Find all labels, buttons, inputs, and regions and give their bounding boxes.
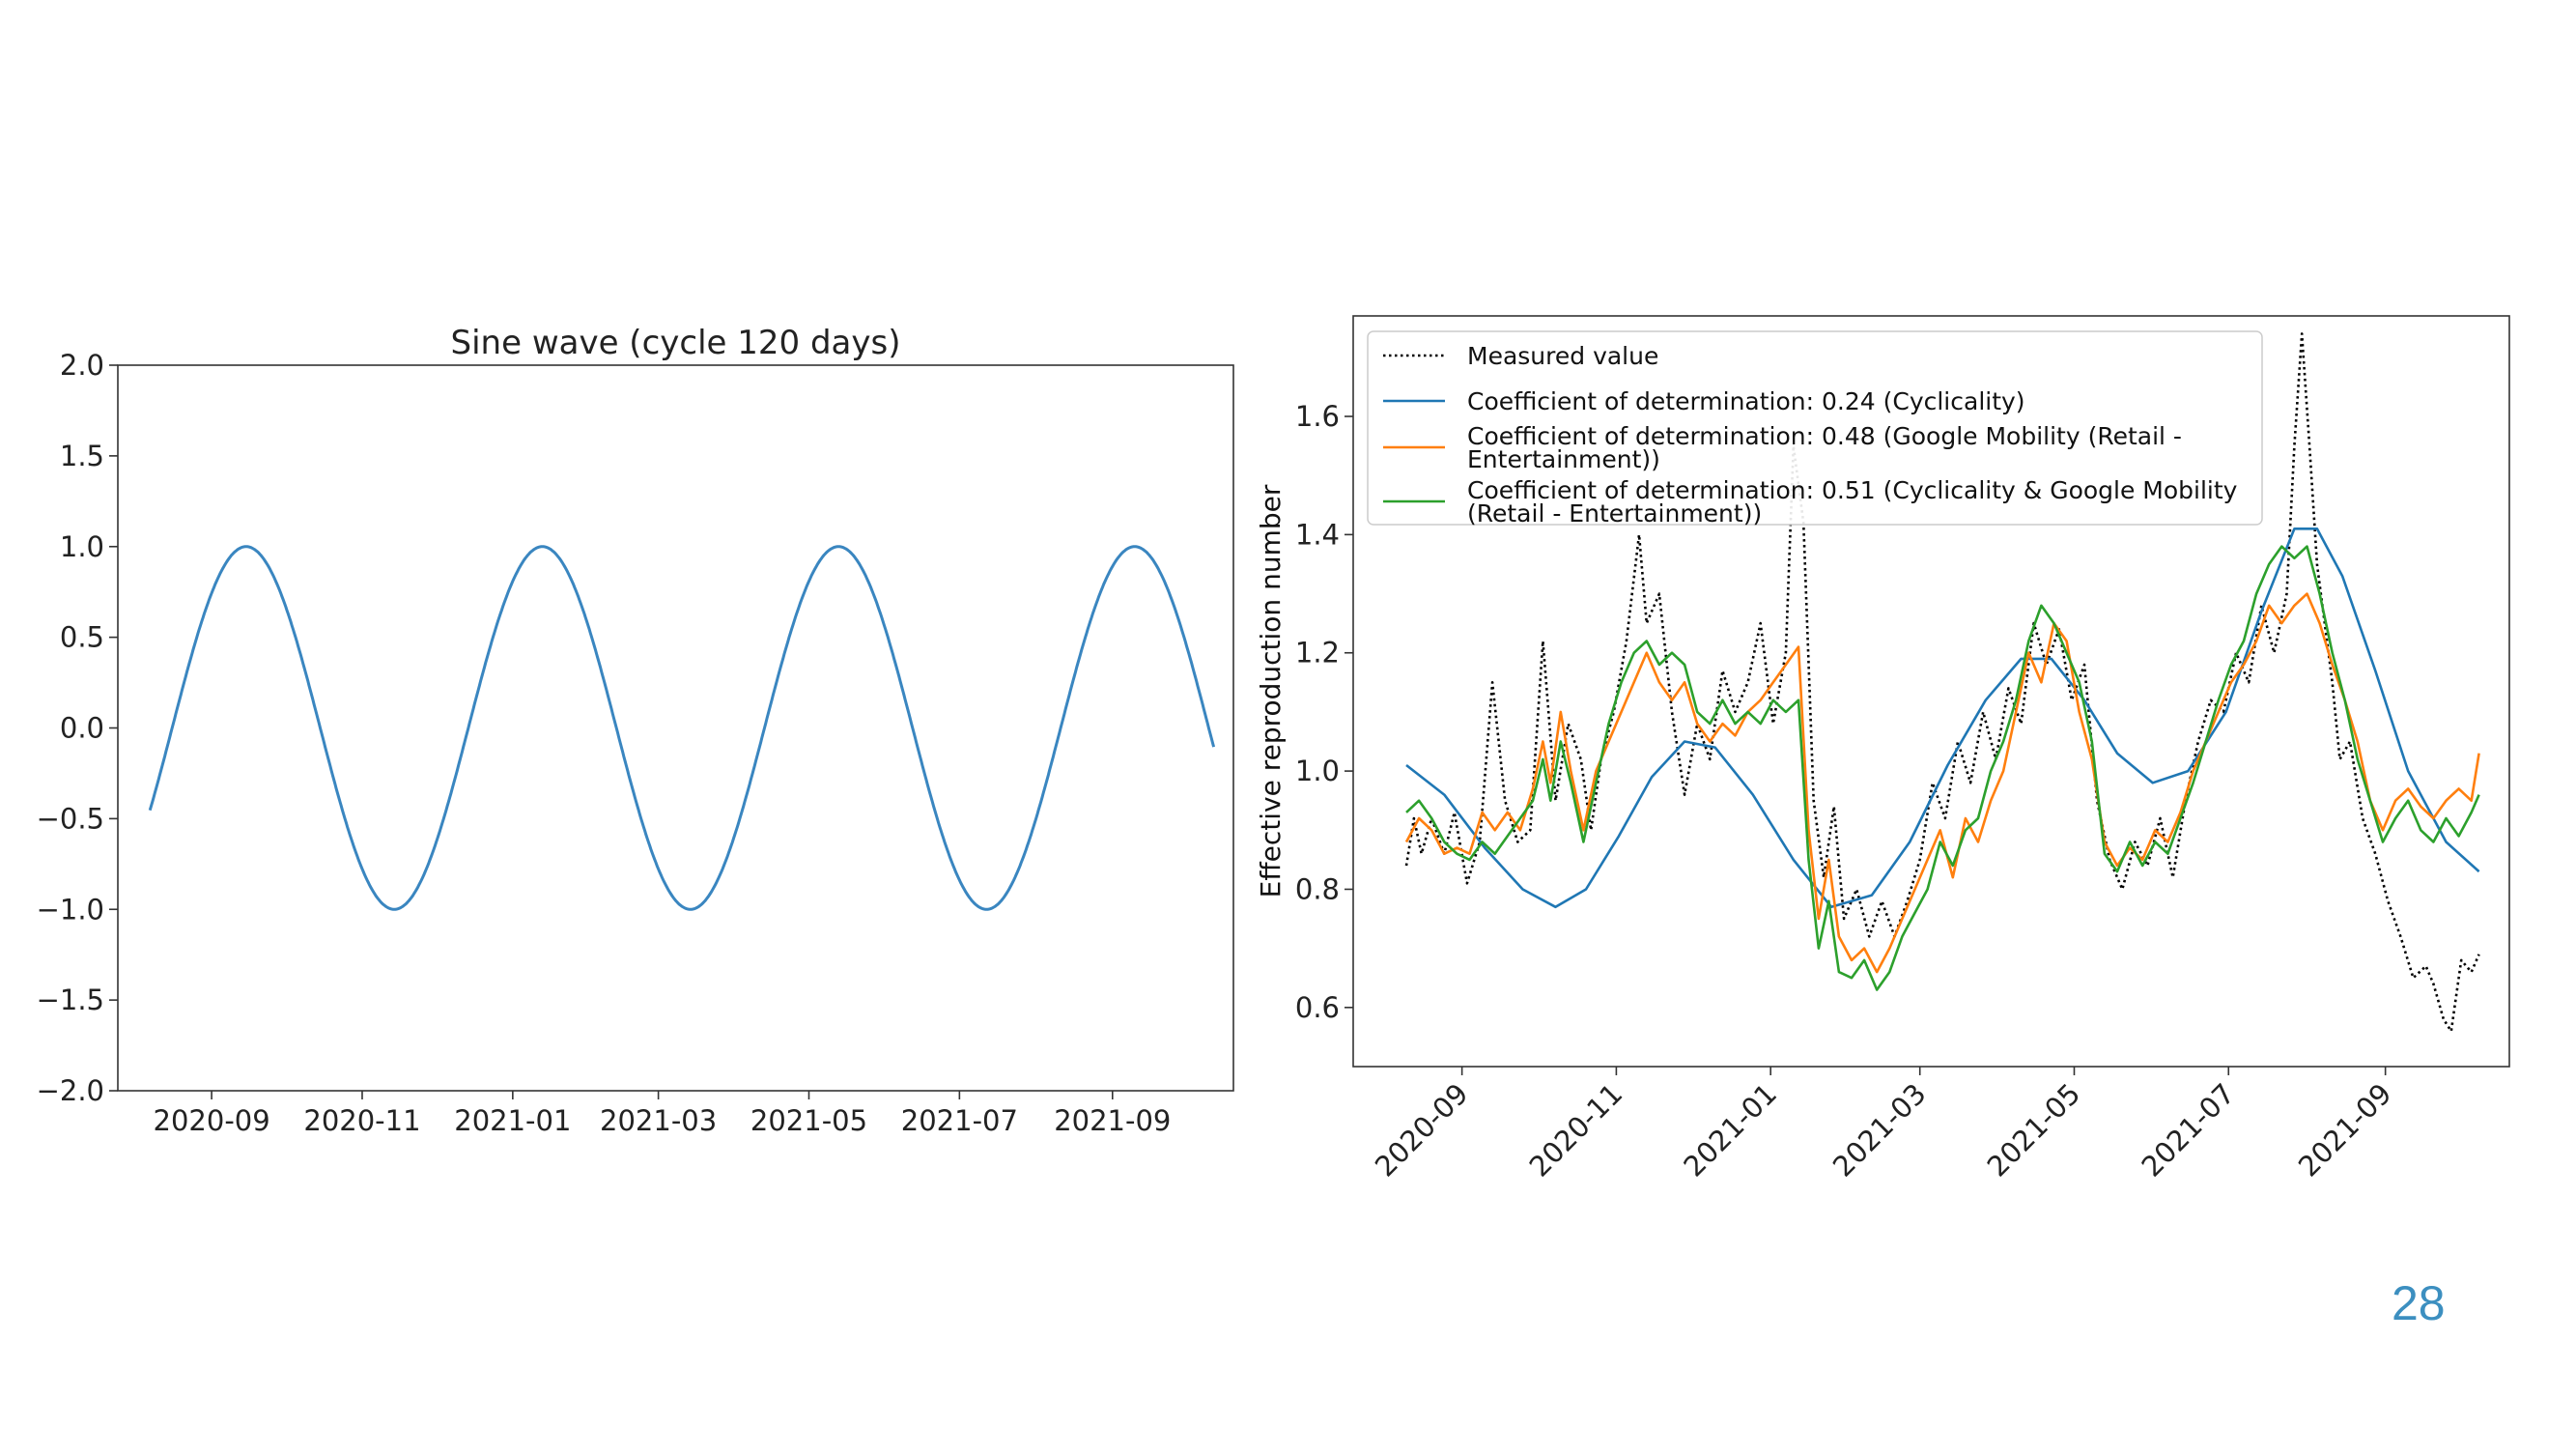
y-tick-label: −1.5 xyxy=(37,984,104,1016)
chart-title: Sine wave (cycle 120 days) xyxy=(451,324,901,362)
x-tick-label: 2021-03 xyxy=(600,1104,717,1137)
page-number: 28 xyxy=(2392,1276,2446,1330)
legend-label: Coefficient of determination: 0.48 (Goog… xyxy=(1467,422,2182,473)
plot-frame xyxy=(117,364,1234,1092)
y-tick-label: 1.2 xyxy=(1295,637,1340,670)
y-tick-label: 0.0 xyxy=(60,712,104,745)
plot-frame xyxy=(1352,315,2510,1068)
x-tick-label: 2021-07 xyxy=(901,1104,1018,1137)
x-tick-label: 2020-09 xyxy=(1369,1077,1475,1183)
y-tick-label: 1.6 xyxy=(1295,400,1340,433)
x-tick-label: 2021-03 xyxy=(1826,1077,1933,1183)
x-tick-label: 2021-01 xyxy=(1677,1077,1783,1183)
cyclicality-line xyxy=(1405,527,2480,909)
legend-label: Measured value xyxy=(1467,342,1658,370)
y-tick-label: −0.5 xyxy=(37,802,104,835)
y-tick-label: −2.0 xyxy=(37,1074,104,1107)
legend-label: Coefficient of determination: 0.51 (Cycl… xyxy=(1467,476,2238,527)
x-tick-label: 2020-11 xyxy=(1523,1077,1629,1183)
y-tick-label: 1.5 xyxy=(60,440,104,472)
y-axis-label: Effective reproduction number xyxy=(1255,484,1287,898)
x-tick-label: 2021-01 xyxy=(454,1104,571,1137)
x-tick-label: 2020-09 xyxy=(154,1104,270,1137)
x-tick-label: 2021-05 xyxy=(1981,1077,2087,1183)
y-tick-label: 2.0 xyxy=(60,349,104,382)
y-tick-label: 1.4 xyxy=(1295,518,1340,551)
chart-0: 2.0 1.5 1.0 0.5 0.0 −0.5 −1.0 −1.5 −2.0 2020-09 20… xyxy=(37,324,1234,1137)
legend-label: Coefficient of determination: 0.24 (Cycl… xyxy=(1467,387,2025,415)
y-tick-label: 0.8 xyxy=(1295,872,1340,905)
y-tick-label: 0.5 xyxy=(60,621,104,654)
legend: Measured value Coefficient of determinati… xyxy=(1367,330,2263,527)
y-tick-label: 1.0 xyxy=(1295,755,1340,787)
cyclicality-mobility-line xyxy=(1405,545,2480,991)
y-tick-label: 0.6 xyxy=(1295,991,1340,1024)
x-tick-label: 2020-11 xyxy=(303,1104,420,1137)
x-tick-label: 2021-07 xyxy=(2135,1077,2241,1183)
y-tick-label: 1.0 xyxy=(60,530,104,563)
x-tick-label: 2021-09 xyxy=(1054,1104,1171,1137)
x-tick-label: 2021-05 xyxy=(750,1104,867,1137)
mobility-line xyxy=(1404,592,2480,974)
sine-series-line xyxy=(148,545,1216,911)
y-tick-label: −1.0 xyxy=(37,893,104,926)
x-tick-label: 2021-09 xyxy=(2292,1077,2398,1183)
legend-box xyxy=(1367,330,2263,526)
